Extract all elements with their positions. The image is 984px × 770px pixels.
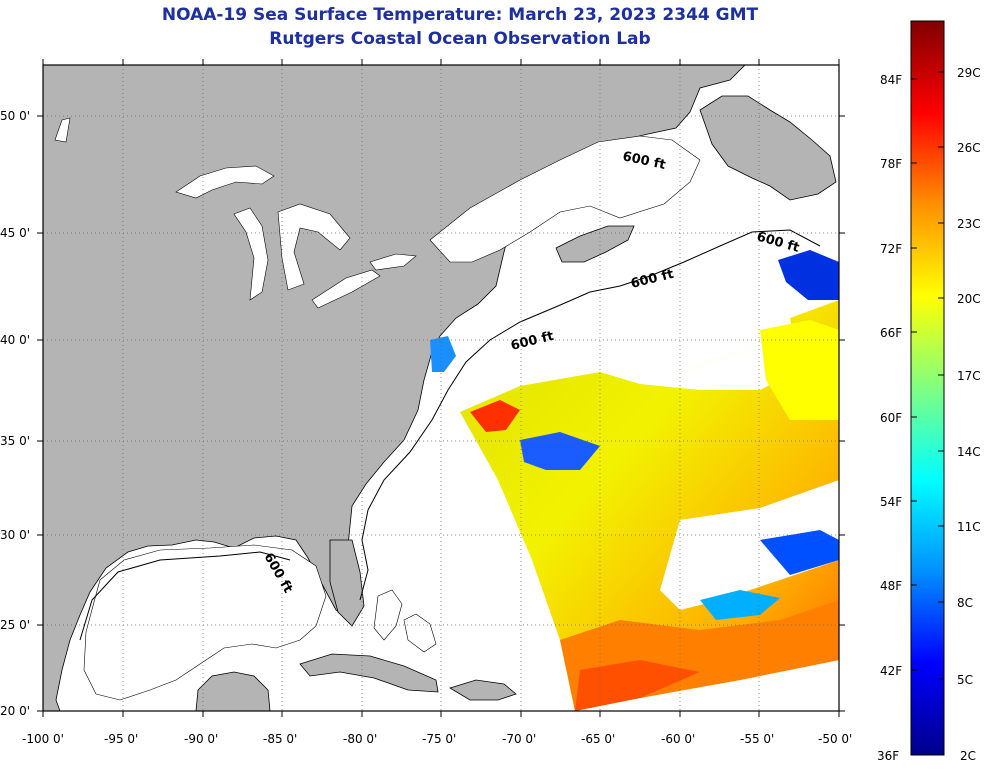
lake-erie xyxy=(311,269,381,309)
lat-label: 45 0' xyxy=(0,226,30,240)
colorbar-f-label: 54F xyxy=(880,495,902,509)
lake-ontario xyxy=(369,253,417,271)
hispaniola-land xyxy=(449,679,517,701)
lake-michigan-huron xyxy=(233,203,351,301)
lon-label: -70 0' xyxy=(502,732,536,746)
colorbar-c-label: 14C xyxy=(957,445,981,459)
st-lawrence-gulf xyxy=(429,135,701,263)
lon-label: -90 0' xyxy=(184,732,218,746)
colorbar-c-label: 11C xyxy=(957,520,981,534)
colorbar-f-label: 84F xyxy=(880,73,902,87)
colorbar-c-label: 5C xyxy=(957,673,973,687)
lon-axis-labels: -100 0' -95 0' -90 0' -85 0' -80 0' -75 … xyxy=(22,732,852,746)
colorbar-c-label: 20C xyxy=(957,292,981,306)
lake-winnipeg xyxy=(54,117,71,143)
lat-label: 50 0' xyxy=(0,109,30,123)
colorbar-f-label: 66F xyxy=(880,326,902,340)
colorbar: 84F 78F 72F 66F 60F 54F 48F 42F 36F 29C … xyxy=(877,20,981,763)
lat-label: 30 0' xyxy=(0,528,30,542)
lon-label: -85 0' xyxy=(263,732,297,746)
lon-label: -80 0' xyxy=(343,732,377,746)
map-subtitle: Rutgers Coastal Ocean Observation Lab xyxy=(269,29,651,49)
colorbar-c-label: 17C xyxy=(957,369,981,383)
lon-label: -65 0' xyxy=(581,732,615,746)
bahamas-shoals xyxy=(373,589,437,653)
colorbar-c-label: 8C xyxy=(957,596,973,610)
colorbar-c-label: 2C xyxy=(960,749,976,763)
sst-swath xyxy=(430,250,839,711)
map-title: NOAA-19 Sea Surface Temperature: March 2… xyxy=(161,5,759,25)
lat-label: 35 0' xyxy=(0,434,30,448)
lon-label: -60 0' xyxy=(661,732,695,746)
graticule xyxy=(43,65,839,711)
colorbar-gradient xyxy=(910,20,945,756)
colorbar-f-label: 48F xyxy=(880,579,902,593)
colorbar-f-label: 60F xyxy=(880,411,902,425)
colorbar-f-label: 42F xyxy=(880,664,902,678)
isobath-600ft xyxy=(79,229,821,641)
axis-ticks xyxy=(37,59,845,717)
gulf-of-mexico xyxy=(83,544,327,701)
yucatan-land xyxy=(195,671,271,711)
colorbar-f-label: 72F xyxy=(880,242,902,256)
colorbar-c-label: 23C xyxy=(957,217,981,231)
lon-label: -50 0' xyxy=(818,732,852,746)
newfoundland-land xyxy=(699,95,837,201)
colorbar-f-label: 78F xyxy=(880,157,902,171)
lon-label: -100 0' xyxy=(22,732,64,746)
lat-label: 40 0' xyxy=(0,333,30,347)
cuba-land xyxy=(299,653,439,693)
nova-scotia-land xyxy=(555,225,635,263)
lon-label: -55 0' xyxy=(740,732,774,746)
lat-label: 25 0' xyxy=(0,618,30,632)
colorbar-c-label: 26C xyxy=(957,141,981,155)
lake-superior xyxy=(175,165,275,199)
lon-label: -95 0' xyxy=(104,732,138,746)
lat-label: 20 0' xyxy=(0,704,30,718)
colorbar-f-label: 36F xyxy=(877,749,899,763)
lon-label: -75 0' xyxy=(422,732,456,746)
colorbar-c-label: 29C xyxy=(957,66,981,80)
lat-axis-labels: 50 0' 45 0' 40 0' 35 0' 30 0' 25 0' 20 0… xyxy=(0,109,30,718)
florida-peninsula xyxy=(329,539,365,627)
